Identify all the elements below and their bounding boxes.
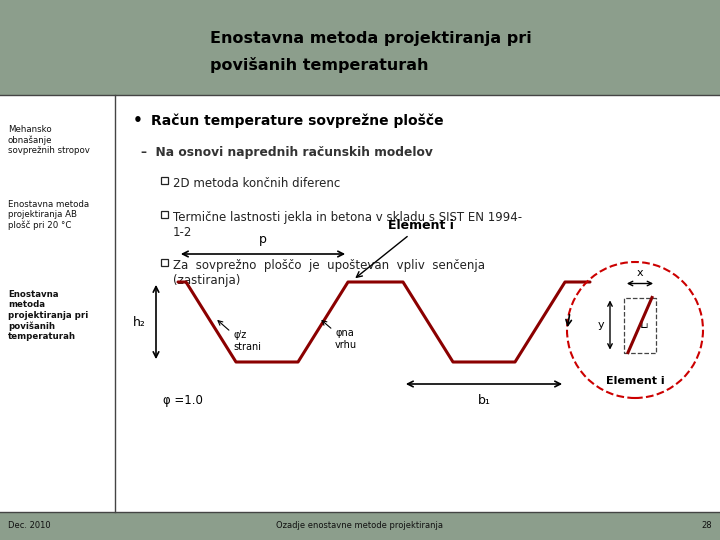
Text: Mehansko
obnašanje
sovprežnih stropov: Mehansko obnašanje sovprežnih stropov [8,125,90,156]
Text: Element i: Element i [606,376,665,386]
Text: φᴵz: φᴵz [233,330,246,340]
Text: 2D metoda končnih diferenc: 2D metoda končnih diferenc [173,177,341,190]
Text: –  Na osnovi naprednih računskih modelov: – Na osnovi naprednih računskih modelov [141,146,433,159]
Text: strani: strani [233,342,261,352]
Text: Enostavna metoda
projektiranja AB
plošč pri 20 °C: Enostavna metoda projektiranja AB plošč … [8,200,89,231]
Text: Enostavna metoda projektiranja pri: Enostavna metoda projektiranja pri [210,30,532,45]
Text: Lᵢ: Lᵢ [639,319,649,332]
Text: •: • [133,113,143,128]
Text: x: x [636,267,643,278]
Bar [161,177,168,184]
Text: h₂: h₂ [133,315,146,328]
Text: y: y [598,320,604,330]
Bar [0,0,720,95]
Text: Termične lastnosti jekla in betona v skladu s SIST EN 1994-
1-2: Termične lastnosti jekla in betona v skl… [173,211,522,239]
Bar [161,259,168,266]
Text: Račun temperature sovprežne plošče: Račun temperature sovprežne plošče [151,113,444,127]
Text: Enostavna
metoda
projektiranja pri
povišanih
temperaturah: Enostavna metoda projektiranja pri poviš… [8,290,89,341]
Text: povišanih temperaturah: povišanih temperaturah [210,57,428,73]
Text: 28: 28 [701,522,712,530]
Text: Za  sovprežno  ploščo  je  upoštevan  vpliv  senčenja
(zastiranja): Za sovprežno ploščo je upoštevan vpliv s… [173,259,485,287]
Bar [624,298,656,353]
Text: Dec. 2010: Dec. 2010 [8,522,50,530]
Text: p: p [259,233,267,246]
Bar [0,512,720,540]
Text: Ozadje enostavne metode projektiranja: Ozadje enostavne metode projektiranja [276,522,444,530]
Text: Element i: Element i [356,219,454,277]
Text: φna: φna [335,328,354,338]
Text: φ =1.0: φ =1.0 [163,394,203,407]
Bar [161,211,168,218]
Text: b₁: b₁ [477,394,490,407]
Text: vrhu: vrhu [335,340,357,350]
